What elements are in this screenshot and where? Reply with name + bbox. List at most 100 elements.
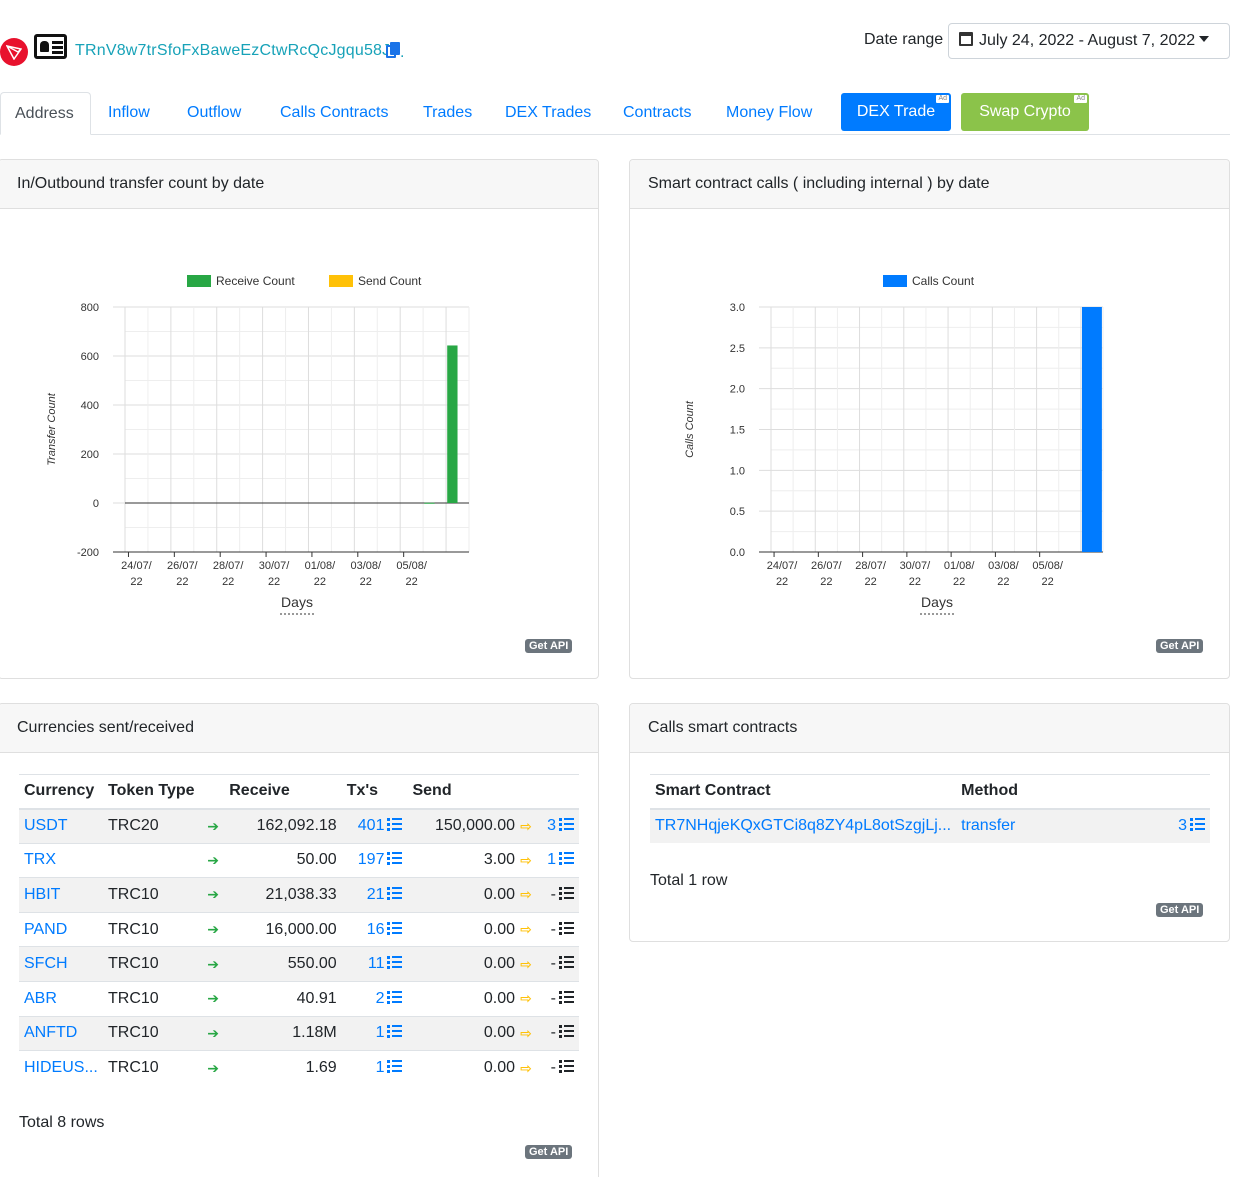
x-tick-label: 22 <box>360 576 372 588</box>
swap-crypto-button[interactable]: Swap Crypto Ad <box>961 93 1089 131</box>
y-tick-label: 600 <box>81 351 99 363</box>
currency-link[interactable]: ANFTD <box>19 1015 103 1051</box>
calendar-icon <box>959 32 973 46</box>
date-range-picker[interactable]: July 24, 2022 - August 7, 2022 <box>948 23 1230 59</box>
receive-tx-link[interactable]: 401 <box>341 808 408 844</box>
receive-amount: 21,038.33 <box>224 877 342 913</box>
currencies-table: Currency Token Type Receive Tx's Send US… <box>19 774 579 1086</box>
table-row: USDT TRC20 ➔ 162,092.18 401 150,000.00 ⇨ 3 <box>19 808 579 844</box>
calls-count-link[interactable]: 3 <box>1150 808 1210 844</box>
sign-in-icon: ➔ <box>202 980 225 1017</box>
send-tx-link[interactable]: 3 <box>537 808 579 844</box>
col-smart-contract: Smart Contract <box>650 774 957 810</box>
token-type: TRC10 <box>102 1050 203 1086</box>
currency-link[interactable]: HBIT <box>19 877 103 913</box>
sign-in-icon: ➔ <box>202 911 225 947</box>
x-tick-label: 22 <box>864 576 876 588</box>
x-tick-label: 03/08/ <box>988 560 1020 572</box>
send-tx-link: - <box>537 877 579 913</box>
tab-trades[interactable]: Trades <box>423 104 473 121</box>
currency-link[interactable]: USDT <box>19 808 103 844</box>
list-icon <box>387 1060 403 1074</box>
receive-tx-link[interactable]: 197 <box>341 842 408 878</box>
tab-money-flow[interactable]: Money Flow <box>726 104 813 121</box>
receive-amount: 162,092.18 <box>224 808 342 844</box>
y-tick-label: 0 <box>93 498 99 510</box>
x-tick-label: 22 <box>909 576 921 588</box>
y-tick-label: 800 <box>81 302 99 314</box>
x-tick-label: 01/08/ <box>305 560 337 572</box>
address-link[interactable]: TRnV8w7trSfoFxBaweEzCtwRcQcJgqu58J <box>75 42 391 59</box>
tab-address[interactable]: Address <box>0 92 91 135</box>
transfer-chart-card: In/Outbound transfer count by date 800 60… <box>0 159 599 679</box>
copy-icon[interactable] <box>386 42 400 58</box>
receive-tx-count: 401 <box>357 817 385 835</box>
bar-calls-count <box>1081 307 1102 552</box>
receive-tx-link[interactable]: 11 <box>341 946 408 982</box>
currency-link[interactable]: ABR <box>19 980 103 1017</box>
y-tick-label: 1.5 <box>730 425 745 437</box>
get-api-button[interactable]: Get API <box>1156 903 1204 917</box>
list-icon <box>559 921 574 935</box>
receive-tx-link[interactable]: 1 <box>341 1050 408 1086</box>
sign-out-icon: ⇨ <box>515 877 538 913</box>
tab-inflow[interactable]: Inflow <box>108 104 150 121</box>
x-axis-title: Days <box>921 594 953 610</box>
tab-calls-contracts[interactable]: Calls Contracts <box>280 104 389 121</box>
tab-dex-trades[interactable]: DEX Trades <box>505 104 592 121</box>
table-row: PAND TRC10 ➔ 16,000.00 16 0.00 ⇨ - <box>19 911 579 947</box>
list-icon <box>387 818 403 832</box>
get-api-button[interactable]: Get API <box>1156 639 1204 653</box>
y-tick-label: 2.0 <box>730 384 745 396</box>
list-icon <box>387 921 403 935</box>
token-type: TRC10 <box>102 877 203 913</box>
receive-tx-link[interactable]: 16 <box>341 911 408 947</box>
send-tx-link: - <box>537 946 579 982</box>
receive-tx-link[interactable]: 2 <box>341 980 408 1017</box>
send-tx-link[interactable]: 1 <box>537 842 579 878</box>
dex-trade-button[interactable]: DEX Trade Ad <box>841 93 951 131</box>
currency-link[interactable]: TRX <box>19 842 103 878</box>
sign-in-icon: ➔ <box>202 1015 225 1051</box>
transfer-count-chart: 800 600 400 200 0 -200 24/07/22 26/07/22 28/07/2… <box>46 274 470 615</box>
send-tx-link: - <box>537 1015 579 1051</box>
x-tick-label: 26/07/ <box>811 560 843 572</box>
smart-contracts-total: Total 1 row <box>650 872 728 889</box>
list-icon <box>387 956 403 970</box>
get-api-button[interactable]: Get API <box>525 1145 573 1159</box>
receive-tx-link[interactable]: 21 <box>341 877 408 913</box>
sign-in-icon: ➔ <box>202 946 225 982</box>
get-api-button[interactable]: Get API <box>525 639 573 653</box>
contract-link[interactable]: TR7NHqjeKQxGTCi8q8ZY4pL8otSzgjLj... <box>650 808 957 844</box>
receive-tx-link[interactable]: 1 <box>341 1015 408 1051</box>
receive-tx-count: 16 <box>366 920 385 938</box>
y-tick-label: 1.0 <box>730 465 745 477</box>
list-icon <box>1190 818 1205 832</box>
calls-chart-card: Smart contract calls ( including interna… <box>629 159 1230 679</box>
x-tick-label: 30/07/ <box>259 560 291 572</box>
x-tick-label: 22 <box>1042 576 1054 588</box>
caret-down-icon <box>1199 36 1210 42</box>
x-tick-label: 26/07/ <box>167 560 199 572</box>
token-type: TRC10 <box>102 946 203 982</box>
tab-contracts[interactable]: Contracts <box>623 104 692 121</box>
sign-out-icon: ⇨ <box>515 808 538 844</box>
swap-crypto-label: Swap Crypto <box>979 103 1071 120</box>
send-tx-count: 1 <box>547 851 556 869</box>
col-send: Send <box>407 774 516 810</box>
legend-swatch <box>187 275 211 287</box>
currency-link[interactable]: SFCH <box>19 946 103 982</box>
x-tick-label: 22 <box>776 576 788 588</box>
send-amount: 0.00 <box>407 946 516 982</box>
currency-link[interactable]: PAND <box>19 911 103 947</box>
list-icon <box>559 956 574 970</box>
method-link[interactable]: transfer <box>956 808 1151 844</box>
currency-link[interactable]: HIDEUS... <box>19 1050 103 1086</box>
send-amount: 150,000.00 <box>407 808 516 844</box>
dex-trade-label: DEX Trade <box>856 103 936 120</box>
tab-outflow[interactable]: Outflow <box>187 104 242 121</box>
card-title: In/Outbound transfer count by date <box>0 160 598 209</box>
y-tick-label: 0.0 <box>730 547 745 559</box>
list-icon <box>387 1025 403 1039</box>
sign-out-icon: ⇨ <box>515 842 538 878</box>
